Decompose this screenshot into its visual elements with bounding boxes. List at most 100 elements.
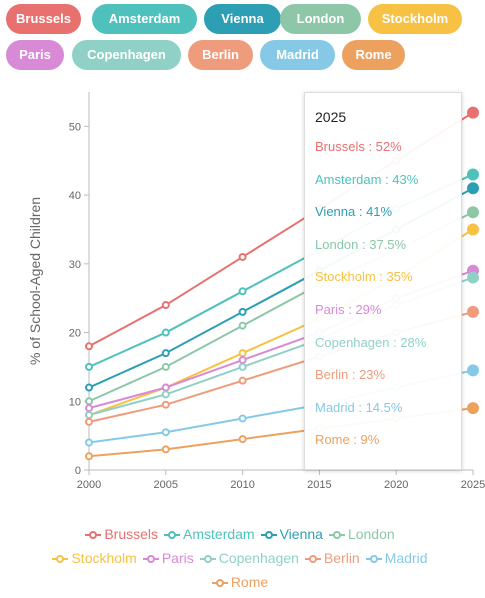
data-point-madrid xyxy=(238,414,247,423)
filter-chip-amsterdam[interactable]: Amsterdam xyxy=(92,4,197,34)
data-point-brussels xyxy=(238,252,247,261)
legend-item-stockholm[interactable]: Stockholm xyxy=(52,550,137,566)
legend-marker xyxy=(328,530,345,540)
legend-marker xyxy=(52,554,69,564)
x-tick-label: 2020 xyxy=(384,479,408,491)
tooltip-row-stockholm: Stockholm : 35% xyxy=(315,269,413,285)
filter-chip-vienna[interactable]: Vienna xyxy=(204,4,281,34)
tooltip-row-berlin: Berlin : 23% xyxy=(315,367,386,383)
tooltip-row-copenhagen: Copenhagen : 28% xyxy=(315,334,427,350)
data-point-amsterdam xyxy=(161,328,170,337)
data-point-london xyxy=(467,206,479,219)
legend-label: Vienna xyxy=(279,526,323,542)
tooltip-row-rome: Rome : 9% xyxy=(315,432,380,448)
legend-marker xyxy=(164,530,181,540)
data-point-london xyxy=(238,321,247,330)
y-tick-label: 50 xyxy=(69,121,81,133)
data-point-amsterdam xyxy=(85,362,93,371)
legend-label: Copenhagen xyxy=(218,550,299,566)
legend-item-paris[interactable]: Paris xyxy=(142,550,194,566)
data-point-paris xyxy=(85,404,93,413)
legend-label: Amsterdam xyxy=(183,526,255,542)
legend-marker xyxy=(142,554,159,564)
y-tick-label: 10 xyxy=(69,396,81,408)
tooltip-row-amsterdam: Amsterdam : 43% xyxy=(315,171,419,187)
tooltip-row-london: London : 37.5% xyxy=(315,236,407,252)
filter-chip-rome[interactable]: Rome xyxy=(342,40,405,70)
y-tick-label: 30 xyxy=(69,259,81,271)
legend-item-rome[interactable]: Rome xyxy=(211,574,269,590)
legend-label: Stockholm xyxy=(71,550,137,566)
legend-item-copenhagen[interactable]: Copenhagen xyxy=(199,550,299,566)
data-point-rome xyxy=(85,452,93,461)
data-point-amsterdam xyxy=(467,168,479,181)
y-tick-label: 0 xyxy=(75,465,81,477)
legend-marker xyxy=(199,554,216,564)
y-tick-label: 40 xyxy=(69,190,81,202)
filter-chip-london[interactable]: London xyxy=(280,4,361,34)
legend-label: Berlin xyxy=(323,550,360,566)
legend-marker xyxy=(85,530,102,540)
filter-chip-stockholm[interactable]: Stockholm xyxy=(368,4,462,34)
data-point-madrid xyxy=(161,428,170,437)
data-point-stockholm xyxy=(238,349,247,358)
data-point-berlin xyxy=(467,305,479,318)
legend-row: Rome xyxy=(20,574,460,598)
filter-chip-madrid[interactable]: Madrid xyxy=(260,40,335,70)
data-point-madrid xyxy=(85,438,93,447)
data-point-paris xyxy=(161,383,170,392)
legend: Brussels Amsterdam Vienna London Stockholm Pa… xyxy=(20,526,460,598)
legend-item-madrid[interactable]: Madrid xyxy=(365,550,428,566)
data-point-rome xyxy=(161,445,170,454)
legend-item-brussels[interactable]: Brussels xyxy=(85,526,158,542)
legend-label: Madrid xyxy=(384,550,428,566)
data-point-berlin xyxy=(161,400,170,409)
data-point-rome xyxy=(238,435,247,444)
data-point-brussels xyxy=(467,106,479,119)
data-point-copenhagen xyxy=(161,390,170,399)
legend-row: Brussels Amsterdam Vienna London xyxy=(20,526,460,550)
legend-label: Paris xyxy=(161,550,194,566)
data-point-copenhagen xyxy=(238,362,247,371)
tooltip-row-brussels: Brussels : 52% xyxy=(315,139,402,154)
legend-item-amsterdam[interactable]: Amsterdam xyxy=(164,526,255,542)
filter-chip-berlin[interactable]: Berlin xyxy=(188,40,253,70)
data-point-vienna xyxy=(161,349,170,358)
data-point-copenhagen xyxy=(85,411,93,420)
data-point-london xyxy=(161,362,170,371)
data-point-madrid xyxy=(467,364,479,377)
legend-item-london[interactable]: London xyxy=(328,526,395,542)
data-point-london xyxy=(85,397,93,406)
x-tick-label: 2005 xyxy=(154,479,178,491)
data-point-vienna xyxy=(467,182,479,195)
data-point-brussels xyxy=(85,342,93,351)
data-point-paris xyxy=(238,356,247,365)
data-point-amsterdam xyxy=(238,287,247,296)
tooltip-row-vienna: Vienna : 41% xyxy=(315,204,393,220)
legend-label: London xyxy=(347,526,395,542)
legend-label: Brussels xyxy=(104,526,159,542)
data-point-vienna xyxy=(238,307,247,316)
data-point-berlin xyxy=(85,417,93,426)
data-point-copenhagen xyxy=(467,271,479,284)
data-point-rome xyxy=(467,402,479,415)
filter-chip-paris[interactable]: Paris xyxy=(6,40,64,70)
filter-chip-copenhagen[interactable]: Copenhagen xyxy=(72,40,181,70)
filter-chip-brussels[interactable]: Brussels xyxy=(6,4,81,34)
data-point-berlin xyxy=(238,376,247,385)
legend-marker xyxy=(365,554,382,564)
legend-item-berlin[interactable]: Berlin xyxy=(304,550,360,566)
tooltip-row-madrid: Madrid : 14.5% xyxy=(315,399,403,415)
data-point-brussels xyxy=(161,301,170,310)
data-point-stockholm xyxy=(467,223,479,236)
x-tick-label: 2025 xyxy=(461,479,485,491)
x-tick-label: 2010 xyxy=(230,479,254,491)
legend-marker xyxy=(211,578,228,588)
y-tick-label: 20 xyxy=(69,328,81,340)
legend-item-vienna[interactable]: Vienna xyxy=(260,526,323,542)
x-tick-label: 2015 xyxy=(307,479,331,491)
tooltip-title: 2025 xyxy=(315,109,347,125)
legend-label: Rome xyxy=(230,574,269,590)
legend-marker xyxy=(260,530,277,540)
legend-row: Stockholm Paris Copenhagen Berlin Madrid xyxy=(20,550,460,574)
